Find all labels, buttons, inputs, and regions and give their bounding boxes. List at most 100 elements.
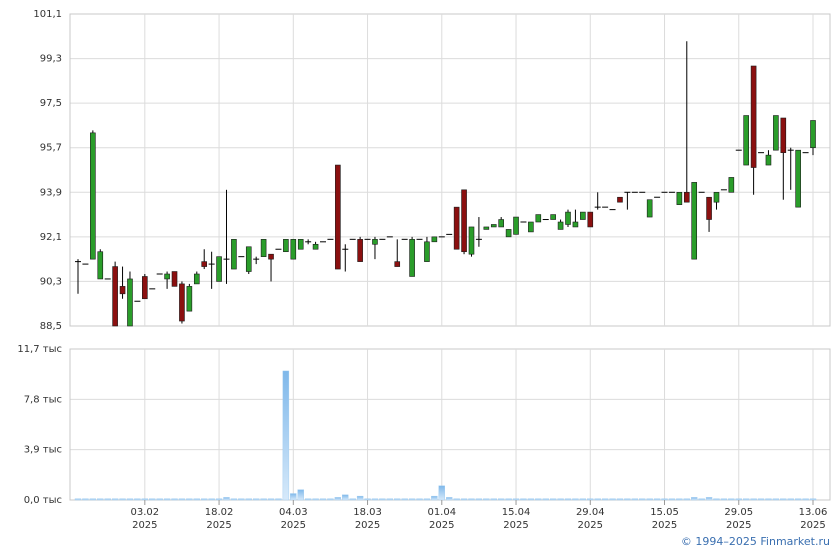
candle-body bbox=[490, 224, 497, 228]
volume-bar bbox=[802, 498, 809, 501]
x-tick-label: 2025 bbox=[281, 520, 306, 531]
volume-bar bbox=[260, 498, 267, 501]
volume-bar bbox=[134, 498, 141, 501]
volume-bar bbox=[245, 498, 252, 501]
volume-bar bbox=[676, 498, 683, 501]
volume-bar bbox=[423, 498, 431, 501]
candle-body bbox=[312, 243, 319, 250]
volume-bar bbox=[238, 498, 245, 501]
volume-bar bbox=[371, 498, 379, 501]
candle-body bbox=[780, 117, 787, 153]
candle-body bbox=[765, 154, 772, 166]
volume-bar bbox=[267, 498, 275, 501]
volume-bar bbox=[468, 498, 475, 501]
candle-body bbox=[112, 266, 118, 327]
x-tick-label: 18.02 bbox=[205, 507, 234, 518]
volume-bar bbox=[282, 370, 290, 501]
candle-body bbox=[453, 206, 460, 250]
candle-body bbox=[728, 177, 735, 193]
candle-body bbox=[193, 273, 200, 285]
volume-bar bbox=[89, 498, 97, 501]
y-tick-label: 90,3 bbox=[40, 276, 62, 287]
y-tick-label: 0,0 тыс bbox=[24, 495, 62, 506]
volume-bar bbox=[535, 498, 542, 501]
volume-bar bbox=[156, 498, 163, 501]
y-tick-label: 88,5 bbox=[40, 321, 62, 332]
volume-bar bbox=[527, 498, 535, 501]
candle-body bbox=[572, 221, 579, 228]
candle-body bbox=[565, 211, 571, 225]
volume-bar bbox=[497, 498, 505, 501]
volume-bar bbox=[757, 498, 765, 501]
volume-bar bbox=[356, 495, 364, 501]
volume-bar bbox=[624, 498, 631, 501]
volume-bar bbox=[691, 497, 698, 501]
x-tick-label: 2025 bbox=[355, 520, 380, 531]
volume-bar bbox=[794, 498, 802, 501]
volume-bar bbox=[549, 498, 557, 501]
candle-body bbox=[127, 278, 133, 327]
candle-body bbox=[528, 221, 534, 233]
x-tick-label: 2025 bbox=[503, 520, 528, 531]
volume-bar bbox=[512, 498, 520, 501]
y-tick-label: 95,7 bbox=[40, 143, 62, 154]
x-tick-label: 2025 bbox=[578, 520, 603, 531]
x-tick-label: 29.05 bbox=[724, 507, 753, 518]
volume-bar bbox=[720, 498, 728, 501]
volume-bar bbox=[141, 498, 149, 501]
candle-body bbox=[97, 251, 104, 280]
volume-bar bbox=[653, 498, 661, 501]
candle-body bbox=[171, 271, 178, 287]
volume-bar bbox=[119, 498, 126, 501]
volume-bar bbox=[505, 498, 512, 501]
volume-bar bbox=[379, 498, 386, 501]
volume-bar bbox=[186, 498, 193, 501]
x-tick-label: 2025 bbox=[132, 520, 157, 531]
volume-bar bbox=[453, 498, 460, 501]
x-tick-label: 2025 bbox=[726, 520, 751, 531]
volume-bar bbox=[312, 498, 319, 501]
candle-body bbox=[431, 236, 438, 243]
candle-body bbox=[231, 239, 237, 270]
volume-bar bbox=[394, 498, 401, 501]
volume-bar bbox=[215, 498, 223, 501]
volume-bar bbox=[401, 498, 408, 501]
x-tick-label: 13.06 bbox=[799, 507, 828, 518]
volume-bar bbox=[609, 498, 616, 501]
volume-bar bbox=[201, 498, 208, 501]
candle-body bbox=[179, 283, 185, 322]
y-tick-label: 11,7 тыс bbox=[17, 344, 62, 355]
volume-bar bbox=[126, 498, 134, 501]
x-tick-label: 01.04 bbox=[427, 507, 456, 518]
candle-body bbox=[245, 246, 252, 272]
candle-body bbox=[335, 164, 341, 270]
volume-bar bbox=[579, 498, 587, 501]
candle-body bbox=[691, 182, 698, 260]
volume-bar bbox=[74, 498, 82, 501]
volume-bar bbox=[557, 498, 564, 501]
volume-bar bbox=[809, 498, 817, 501]
volume-bar bbox=[349, 498, 356, 501]
volume-bar bbox=[705, 497, 713, 501]
x-tick-label: 15.04 bbox=[502, 507, 531, 518]
volume-bar bbox=[742, 498, 750, 501]
volume-bar bbox=[683, 498, 690, 501]
volume-bar bbox=[223, 497, 230, 501]
volume-bar bbox=[475, 498, 483, 501]
candle-body bbox=[372, 239, 378, 245]
volume-bar bbox=[765, 498, 772, 501]
volume-bar bbox=[668, 498, 676, 501]
volume-bar bbox=[342, 494, 349, 501]
volume-bar bbox=[163, 498, 171, 501]
candle-body bbox=[424, 241, 430, 262]
y-tick-label: 92,1 bbox=[40, 232, 62, 243]
volume-bar bbox=[275, 498, 282, 501]
candle-body bbox=[810, 120, 816, 149]
volume-bar bbox=[438, 485, 445, 501]
volume-bar bbox=[327, 498, 334, 501]
volume-bar bbox=[564, 498, 572, 501]
volume-bar bbox=[772, 498, 780, 501]
volume-bar bbox=[601, 498, 609, 501]
volume-bar bbox=[97, 498, 104, 501]
volume-bar bbox=[750, 498, 757, 501]
